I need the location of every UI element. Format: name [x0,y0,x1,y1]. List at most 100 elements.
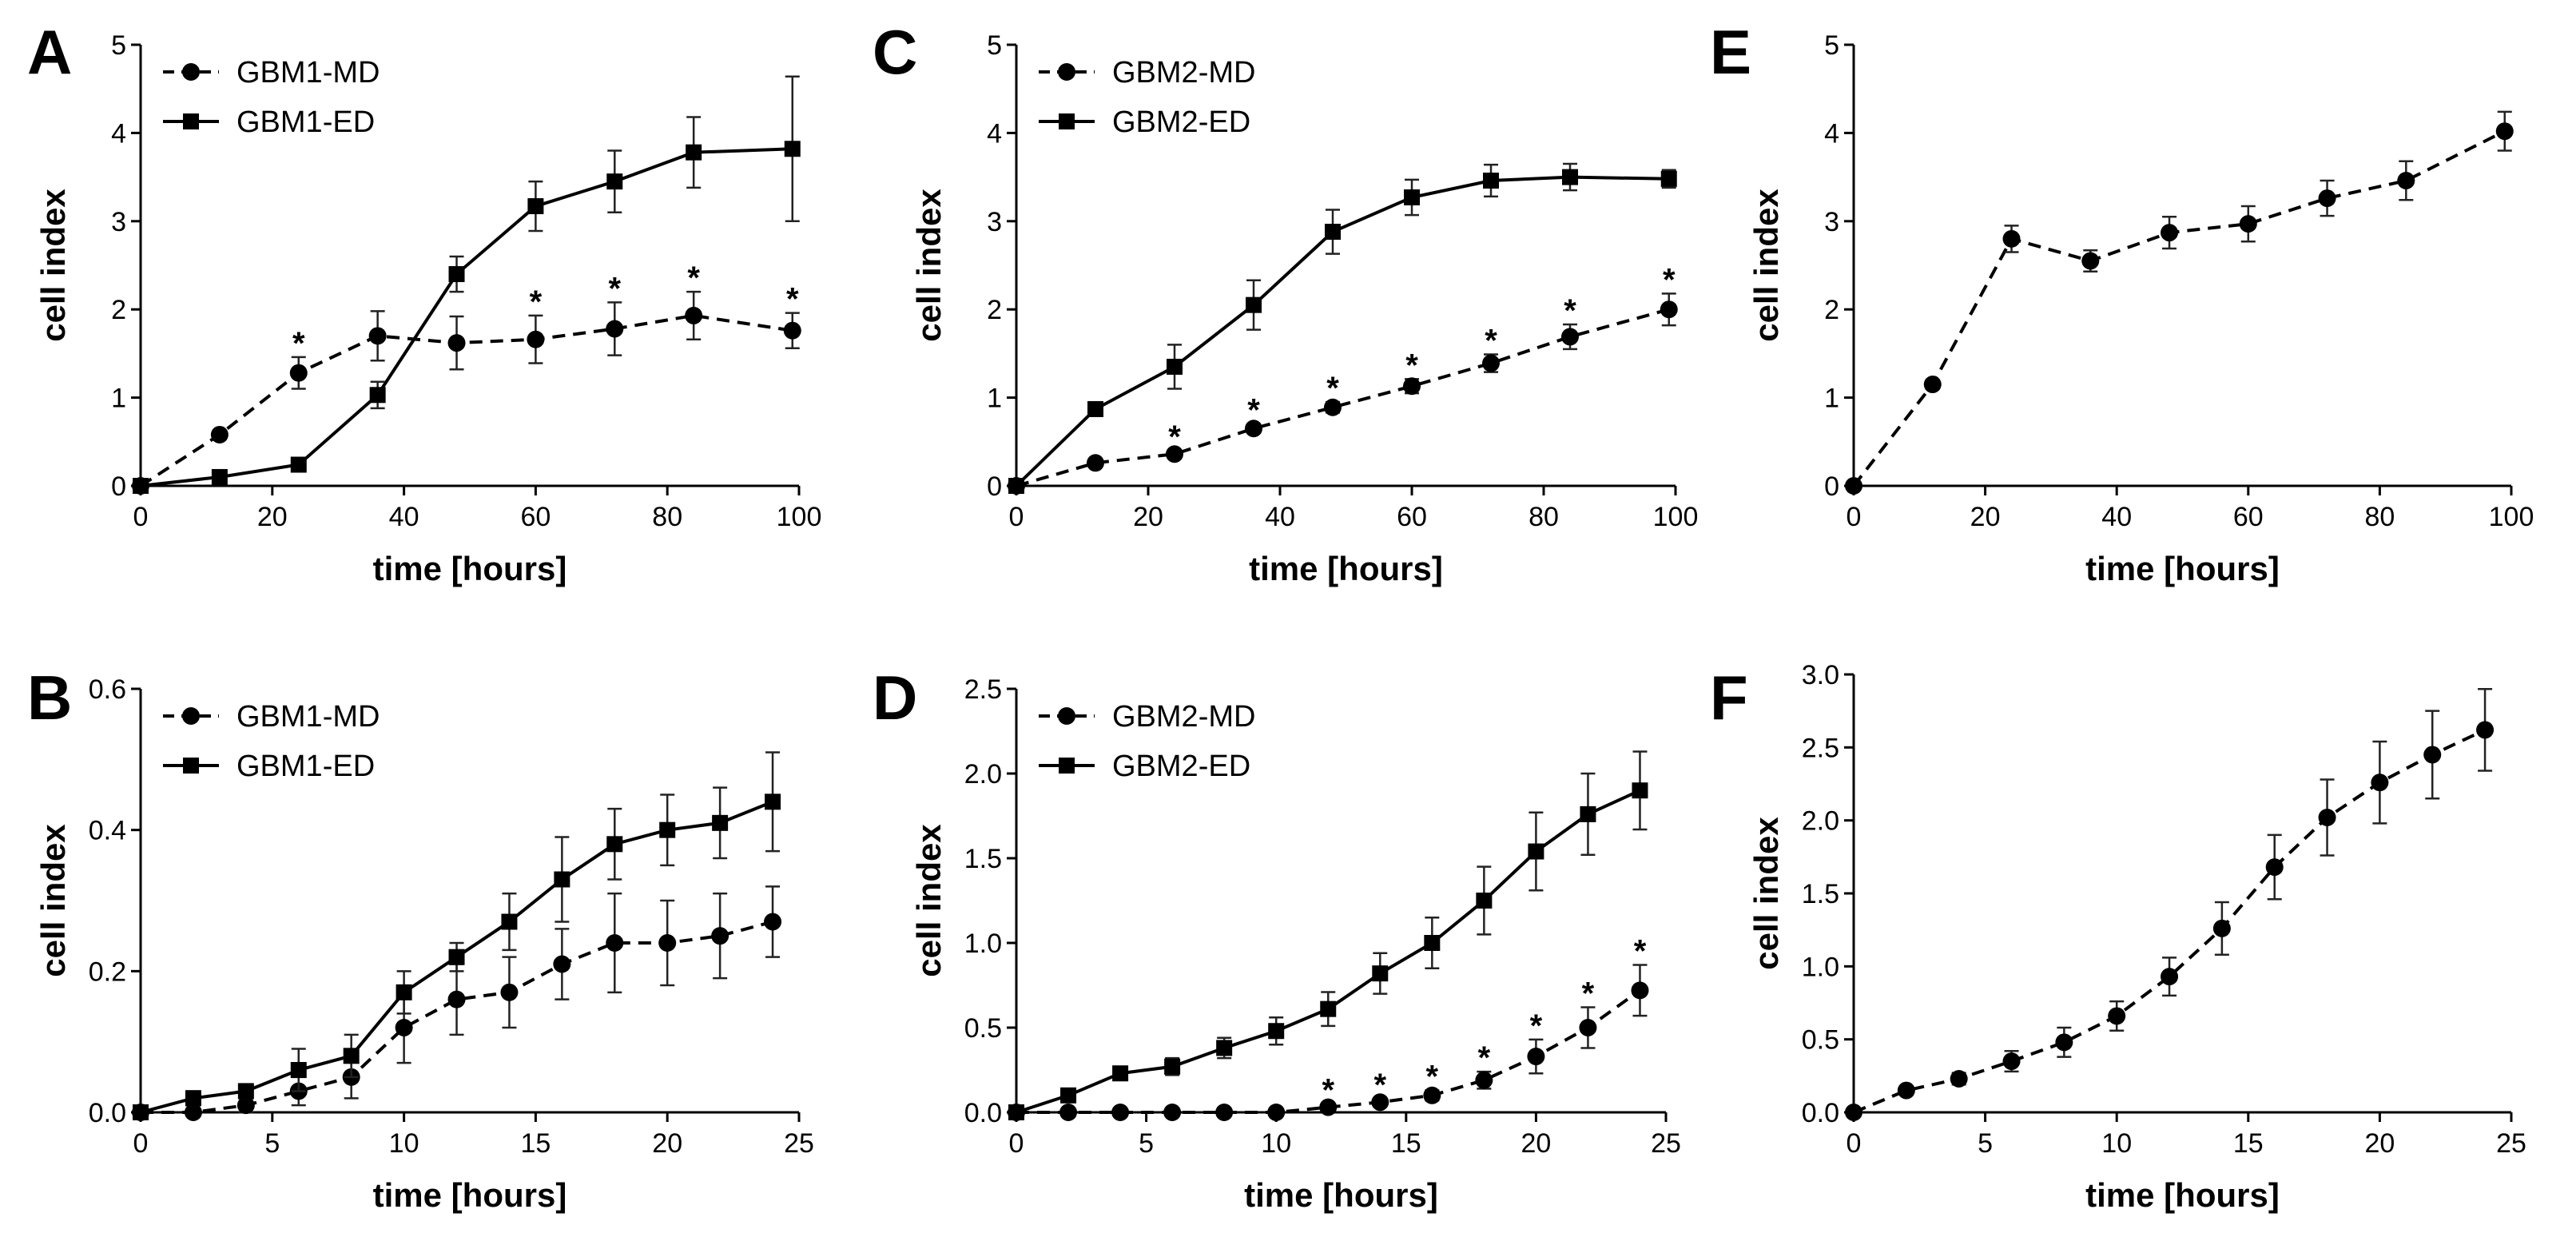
data-point [1324,398,1342,416]
x-tick-label: 25 [784,1128,814,1159]
y-tick-label: 5 [111,30,126,61]
y-tick-label: 2.0 [1802,806,1839,837]
series-line [1853,728,2486,1114]
y-tick-label: 4 [111,118,126,149]
y-tick-label: 0.0 [1802,1098,1839,1128]
legend-marker [1058,63,1075,81]
data-point [784,141,801,157]
data-point [2423,746,2442,764]
legend-label: GBM2-ED [1112,750,1250,783]
x-tick-label: 0 [1847,1128,1862,1159]
y-tick-label: 2 [111,295,126,325]
y-tick-label: 3 [111,207,126,237]
y-tick-label: 0.0 [964,1098,1002,1128]
data-point [1008,1104,1024,1120]
data-point [1166,445,1183,463]
legend-marker [1058,707,1075,725]
data-point [1167,358,1183,375]
y-tick-label: 5 [987,30,1002,61]
data-point [1246,296,1262,313]
data-point [2108,1007,2126,1025]
x-tick-label: 10 [2101,1128,2132,1159]
significance-star: * [1634,934,1647,969]
data-point [448,266,465,283]
x-tick-label: 60 [520,502,551,532]
x-tick-label: 15 [2233,1128,2264,1159]
y-tick-label: 1.0 [964,929,1002,959]
data-point [1087,454,1104,472]
y-tick-label: 2 [987,295,1002,325]
data-point [369,387,386,404]
x-tick-label: 40 [1265,502,1295,532]
data-point [343,1048,360,1064]
x-tick-label: 0 [1009,502,1024,532]
data-point [289,364,308,382]
panel-label: A [27,17,72,87]
x-tick-label: 25 [1651,1128,1681,1159]
y-tick-label: 1 [111,384,126,414]
significance-star: * [1478,1040,1491,1076]
data-point [1216,1040,1233,1056]
legend: GBM2-MD GBM2-ED [1039,56,1255,139]
y-tick-label: 0 [1824,471,1839,502]
data-point [133,478,149,494]
significance-star: * [687,261,700,296]
data-point [237,1096,255,1115]
data-point [1059,1104,1078,1121]
y-tick-label: 5 [1824,30,1839,61]
series-data [1845,110,2514,495]
y-tick-label: 1.0 [1802,952,1839,982]
series-gbm2-md: * * * * * * * [1008,262,1678,495]
significance-star: * [1326,371,1339,406]
data-point [1476,893,1493,909]
series-line [139,313,793,487]
panel-f: F 0.0 0.5 1.0 1.5 2.0 2.5 3.0 0 5 10 15 20 25 time [ho… [1710,660,2526,1214]
data-point [606,320,624,338]
data-point [1660,170,1677,187]
y-tick-label: 2.0 [964,759,1002,790]
data-point [2397,172,2415,190]
data-point [527,330,545,348]
x-tick-label: 0 [133,502,149,532]
data-point [1561,328,1579,346]
significance-star: * [1582,976,1595,1012]
y-tick-label: 0 [987,471,1002,502]
data-point [2371,774,2389,792]
x-tick-label: 20 [1970,502,2001,532]
data-point [2239,215,2257,233]
panel-a: A 0 1 2 3 4 5 0 20 40 60 80 100 time [hours] cell inde… [27,17,821,587]
data-point [1403,377,1421,396]
data-point [765,794,781,810]
data-point [1164,1058,1181,1075]
data-point [1527,1048,1545,1066]
data-point [1215,1104,1234,1121]
y-tick-label: 0 [111,471,126,502]
data-point [1404,189,1420,205]
data-point [2055,1033,2073,1052]
significance-star: * [1168,420,1181,455]
data-point [1923,376,1942,394]
y-axis-label: cell index [910,189,948,342]
y-axis-label: cell index [1747,817,1785,970]
data-point [1475,1071,1493,1089]
significance-star: * [1564,293,1576,328]
data-point [1267,1104,1286,1121]
x-tick-label: 100 [2489,502,2534,532]
y-tick-label: 0.2 [89,957,126,987]
x-axis-label: time [hours] [1244,1176,1438,1214]
y-tick-label: 0.6 [89,674,126,705]
data-point [1424,935,1441,951]
data-point [447,990,466,1008]
x-tick-label: 40 [2101,502,2132,532]
data-point [2318,189,2336,208]
y-tick-label: 4 [987,118,1002,149]
y-tick-label: 2.5 [964,674,1002,705]
data-point [606,173,623,190]
data-point [1845,477,1862,495]
x-tick-label: 60 [2233,502,2264,532]
data-point [1325,224,1341,241]
data-point [1482,354,1500,372]
y-tick-label: 1.5 [1802,879,1839,909]
y-tick-label: 0.5 [964,1013,1002,1044]
